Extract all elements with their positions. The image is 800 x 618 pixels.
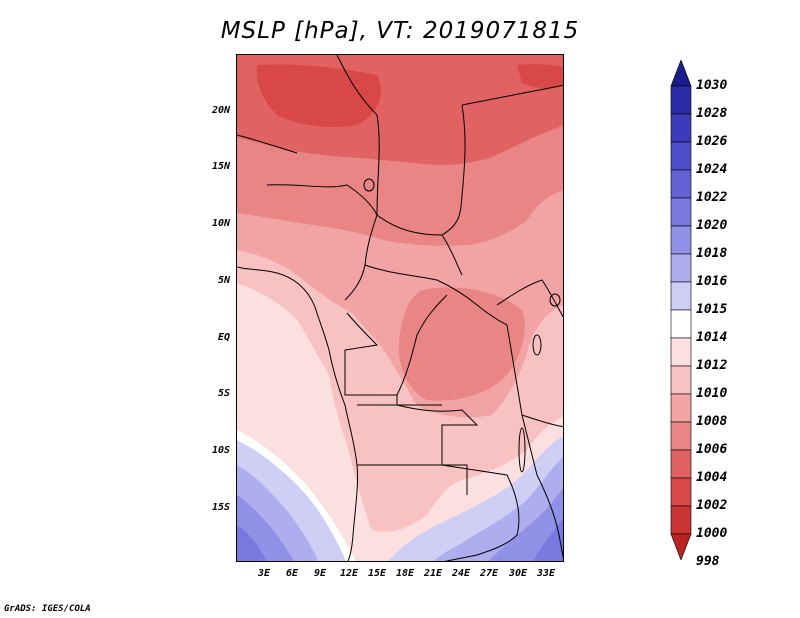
lon-label-24e: 24E	[451, 568, 471, 579]
grads-credit: GrADS: IGES/COLA	[4, 604, 91, 614]
lat-label-5s: 5S	[217, 388, 230, 399]
lat-label-20n: 20N	[211, 105, 230, 116]
colorbar-label: 1012	[696, 358, 728, 373]
lon-label-18e: 18E	[395, 568, 415, 579]
colorbar-label: 1004	[696, 470, 728, 485]
colorbar-segment	[670, 141, 692, 171]
lat-label-10s: 10S	[211, 445, 230, 456]
colorbar-label: 1014	[696, 330, 728, 345]
contour-1020-west	[237, 525, 267, 561]
colorbar-label: 1024	[696, 162, 728, 177]
pressure-map	[236, 54, 564, 562]
colorbar-label: 1016	[696, 274, 728, 289]
colorbar-segment	[670, 309, 692, 339]
colorbar-label: 1030	[696, 78, 728, 93]
colorbar-segment	[670, 365, 692, 395]
lon-label-9e: 9E	[313, 568, 327, 579]
colorbar-bottom-arrow	[670, 533, 692, 560]
colorbar-label: 1022	[696, 190, 728, 205]
lat-label-15n: 15N	[211, 161, 230, 172]
lat-label-15s: 15S	[211, 502, 230, 513]
colorbar-label: 1000	[696, 526, 728, 541]
colorbar-segment	[670, 281, 692, 311]
contour-1002-east	[517, 64, 563, 89]
lat-label-10n: 10N	[211, 218, 230, 229]
colorbar-label: 1008	[696, 414, 728, 429]
colorbar-label: 1026	[696, 134, 728, 149]
country-borders	[237, 55, 563, 561]
colorbar-label: 1010	[696, 386, 728, 401]
lon-label-15e: 15E	[367, 568, 387, 579]
colorbar-label: 1020	[696, 218, 728, 233]
colorbar-segment	[670, 449, 692, 479]
contour-1020-east	[533, 517, 563, 561]
colorbar-label: 1015	[696, 302, 728, 317]
colorbar-segment	[670, 393, 692, 423]
lon-label-27e: 27E	[479, 568, 499, 579]
lon-label-30e: 30E	[508, 568, 528, 579]
colorbar-label: 1002	[696, 498, 728, 513]
colorbar-segment	[670, 337, 692, 367]
pressure-field	[237, 55, 563, 561]
colorbar-label: 1018	[696, 246, 728, 261]
colorbar-segment	[670, 253, 692, 283]
contour-1018-east	[488, 487, 563, 561]
lon-label-6e: 6E	[285, 568, 299, 579]
colorbar-segment	[670, 169, 692, 199]
lon-label-3e: 3E	[257, 568, 271, 579]
map-title: MSLP [hPa], VT: 2019071815	[220, 18, 580, 44]
colorbar-segment	[670, 225, 692, 255]
lat-label-eq: EQ	[217, 332, 230, 343]
lon-label-21e: 21E	[423, 568, 443, 579]
lat-label-5n: 5N	[217, 275, 230, 286]
lon-label-33e: 33E	[536, 568, 556, 579]
colorbar-segment	[670, 505, 692, 535]
lon-label-12e: 12E	[339, 568, 359, 579]
colorbar-segment	[670, 197, 692, 227]
colorbar-label: 1028	[696, 106, 728, 121]
colorbar	[670, 60, 692, 560]
colorbar-segment	[670, 85, 692, 115]
colorbar-label: 1006	[696, 442, 728, 457]
colorbar-segment	[670, 421, 692, 451]
colorbar-top-arrow	[670, 60, 692, 87]
colorbar-segment	[670, 477, 692, 507]
colorbar-segment	[670, 113, 692, 143]
colorbar-label: 998	[696, 554, 720, 569]
contour-1006-basin	[398, 287, 525, 401]
